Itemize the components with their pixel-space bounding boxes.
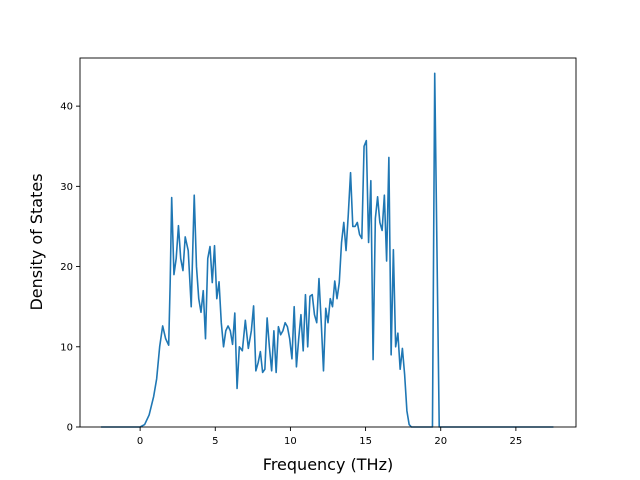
y-tick-label-10: 10: [60, 342, 73, 353]
x-tick-label-15: 15: [359, 436, 372, 447]
plot-area: [79, 57, 577, 428]
x-tick-label-5: 5: [212, 436, 218, 447]
x-tick-label-25: 25: [510, 436, 523, 447]
x-axis: 0 5 10 15 20 25: [137, 427, 522, 447]
x-tick-label-0: 0: [137, 436, 143, 447]
y-tick-label-0: 0: [67, 423, 73, 434]
series-line-0: [101, 72, 554, 428]
plot-frame: [79, 57, 577, 428]
x-axis-label: Frequency (THz): [263, 455, 393, 474]
y-axis-label: Density of States: [27, 173, 46, 310]
y-tick-label-30: 30: [60, 182, 73, 193]
x-tick-label-20: 20: [434, 436, 447, 447]
x-tick-label-10: 10: [284, 436, 297, 447]
y-axis: 0 10 20 30 40: [60, 102, 80, 434]
y-tick-label-40: 40: [60, 102, 73, 113]
y-tick-label-20: 20: [60, 262, 73, 273]
